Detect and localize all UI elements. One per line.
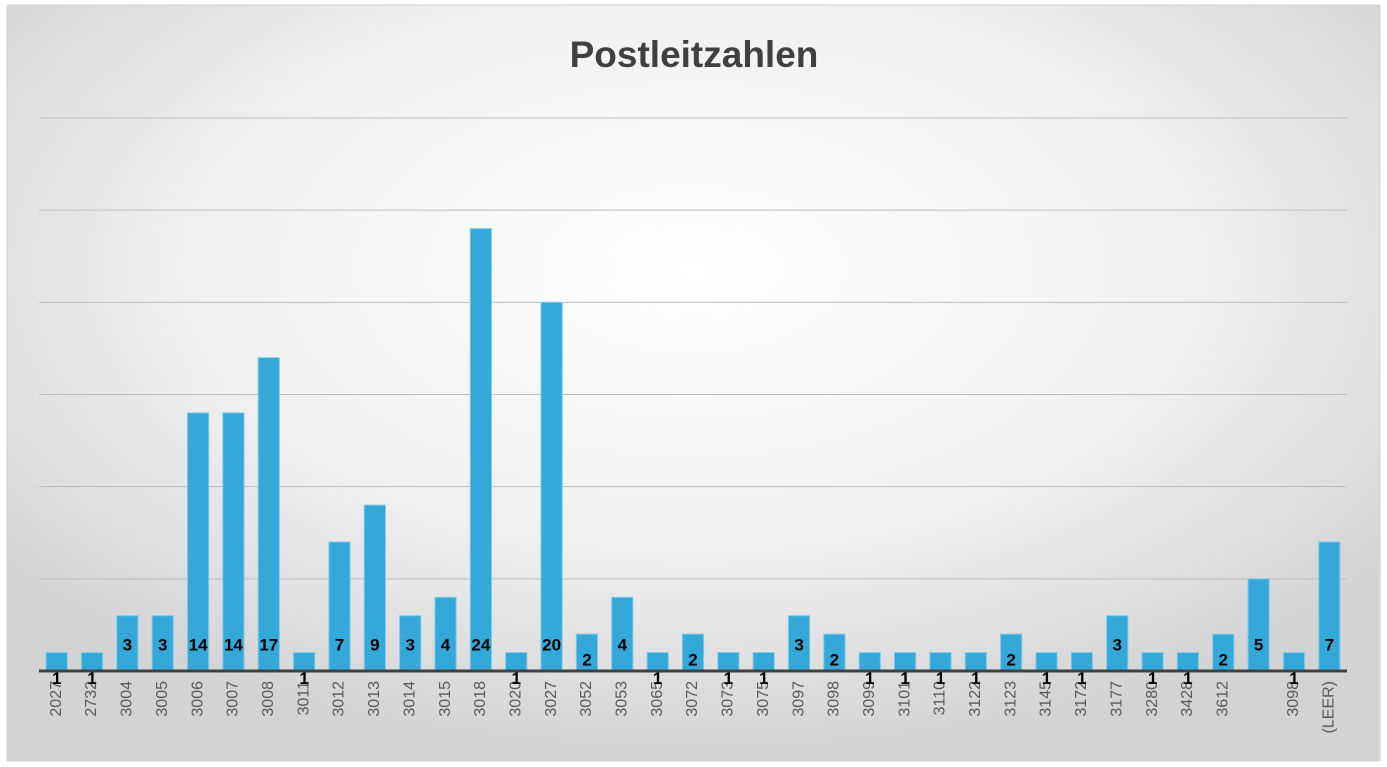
data-label: 3 (794, 635, 803, 654)
bar (222, 412, 245, 672)
x-tick-label: 3027 (543, 681, 560, 717)
x-tick-label: 3110 (932, 681, 949, 716)
data-label: 1 (1077, 669, 1086, 688)
data-label: 1 (971, 669, 980, 688)
bar (540, 301, 563, 672)
x-tick-label: 3122 (967, 681, 984, 717)
data-label: 17 (259, 635, 278, 654)
data-label: 1 (52, 669, 61, 688)
data-label: 1 (299, 669, 308, 688)
x-tick-label: 3072 (684, 681, 701, 717)
x-tick-label: 3014 (401, 681, 418, 717)
bar (611, 596, 634, 672)
data-label: 2 (582, 651, 591, 670)
x-tick-label: 2027 (48, 681, 65, 717)
x-tick-label: 3007 (225, 681, 242, 717)
x-tick-label: 3177 (1108, 681, 1125, 717)
x-tick-label: 3098 (826, 681, 843, 717)
data-label: 1 (724, 669, 733, 688)
data-label: 1 (1148, 669, 1157, 688)
x-tick-label: 3098 (1285, 681, 1302, 717)
x-tick-label: 3065 (649, 681, 666, 717)
data-label: 3 (158, 635, 167, 654)
x-tick-label: 3123 (1002, 681, 1019, 717)
data-label: 14 (224, 635, 243, 654)
x-tick-label: 3428 (1179, 681, 1196, 717)
x-tick-label: 3018 (472, 681, 489, 717)
x-tick-label: 3011 (295, 681, 312, 716)
data-label: 5 (1254, 635, 1263, 654)
data-label: 14 (189, 635, 208, 654)
data-label: 1 (759, 669, 768, 688)
data-label: 1 (865, 669, 874, 688)
data-label: 2 (1219, 651, 1228, 670)
data-label: 7 (1325, 635, 1334, 654)
data-label: 3 (1112, 635, 1121, 654)
x-tick-label: 2732 (83, 681, 100, 717)
x-tick-label: 3172 (1073, 681, 1090, 717)
x-tick-label: 3013 (366, 681, 383, 717)
data-label: 4 (441, 635, 451, 654)
bar (257, 357, 280, 672)
x-tick-label: 3280 (1144, 681, 1161, 717)
x-tick-label: 3012 (331, 681, 348, 717)
data-label: 20 (542, 635, 561, 654)
data-label: 1 (936, 669, 945, 688)
data-label: 7 (335, 635, 344, 654)
bar (1247, 578, 1270, 672)
x-tick-label: 3097 (790, 681, 807, 717)
x-tick-label: 3612 (1214, 681, 1231, 717)
x-tick-label: 3005 (154, 681, 171, 717)
bar (434, 596, 457, 672)
data-label: 2 (688, 651, 697, 670)
x-tick-label: 3099 (861, 681, 878, 717)
x-tick-label: 3073 (720, 681, 737, 717)
x-tick-label: 3004 (119, 681, 136, 717)
bar (469, 228, 492, 672)
data-label: 1 (653, 669, 662, 688)
data-label: 24 (471, 635, 490, 654)
data-label: 9 (370, 635, 379, 654)
x-tick-label: 3006 (189, 681, 206, 717)
x-tick-label: 3008 (260, 681, 277, 717)
x-tick-label: 3101 (896, 681, 913, 717)
data-label: 1 (900, 669, 909, 688)
data-label: 3 (405, 635, 414, 654)
data-label: 3 (123, 635, 132, 654)
x-tick-label: 3020 (507, 681, 524, 717)
bar (186, 412, 210, 672)
data-label: 1 (1042, 669, 1051, 688)
data-label: 1 (1289, 669, 1298, 688)
data-label: 1 (1183, 669, 1192, 688)
x-tick-label: 3145 (1038, 681, 1055, 717)
x-tick-label: 3015 (437, 681, 454, 717)
chart-title: Postleitzahlen (570, 34, 819, 75)
data-label: 1 (87, 669, 96, 688)
x-tick-label: 3053 (614, 681, 631, 717)
data-label: 1 (512, 669, 521, 688)
x-tick-label: 3052 (578, 681, 595, 717)
data-label: 2 (830, 651, 839, 670)
data-label: 2 (1006, 651, 1015, 670)
x-tick-label: 3075 (755, 681, 772, 717)
data-label: 4 (618, 635, 628, 654)
x-tick-label: (LEER) (1321, 681, 1338, 733)
